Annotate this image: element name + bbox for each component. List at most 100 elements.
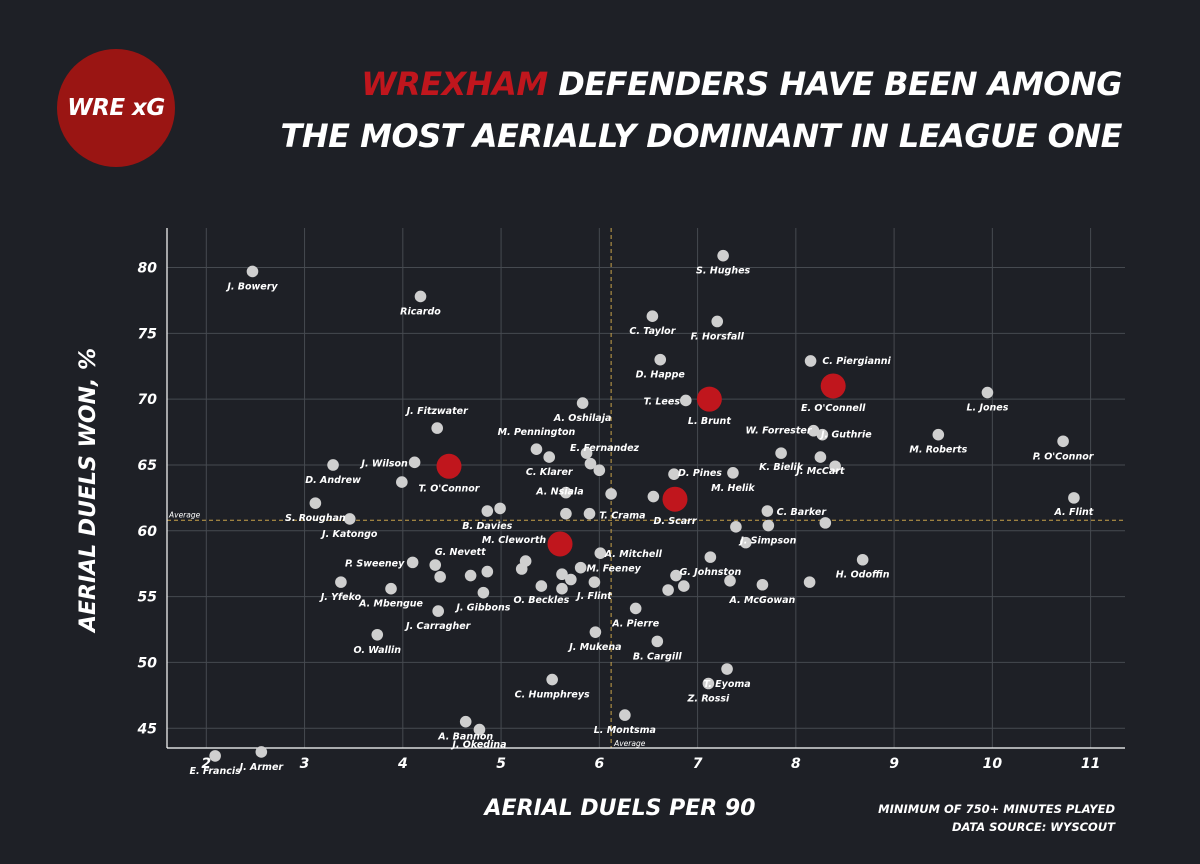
data-point	[327, 459, 339, 471]
point-label: B. Davies	[462, 521, 512, 532]
point-label: J. Mukena	[567, 642, 621, 653]
data-point	[209, 750, 221, 762]
x-tick-label: 11	[1081, 756, 1100, 772]
point-label: J. Okedina	[450, 740, 506, 751]
highlight-point	[662, 486, 688, 512]
point-label: B. Cargill	[633, 651, 683, 662]
x-tick-label: 6	[594, 756, 604, 772]
point-label: P. O'Connor	[1033, 451, 1095, 462]
highlight-point	[436, 453, 462, 479]
point-label: A. Flint	[1054, 507, 1094, 518]
data-point	[481, 565, 494, 578]
footnote-source: DATA SOURCE: WYSCOUT	[951, 820, 1115, 834]
point-label: L. Jones	[966, 403, 1008, 414]
data-point	[605, 488, 617, 500]
point-label: J. Flint	[575, 591, 612, 602]
data-point	[473, 723, 486, 736]
average-x-label: Average	[613, 739, 646, 748]
point-label: C. Piergianni	[822, 356, 891, 367]
data-point	[481, 505, 494, 517]
data-point	[727, 467, 739, 479]
data-point	[576, 397, 589, 409]
data-point	[560, 507, 572, 520]
x-tick-label: 2	[201, 756, 211, 772]
point-label: J. Yfeko	[319, 592, 362, 603]
point-label: A. McGowan	[729, 595, 796, 606]
point-label: T. Lees	[644, 396, 681, 407]
data-point	[309, 497, 322, 509]
point-label: M. Helik	[711, 483, 755, 494]
point-label: M. Feeney	[586, 564, 641, 575]
x-axis-label: AERIAL DUELS PER 90	[483, 796, 756, 821]
point-label: T. Eyoma	[703, 679, 750, 690]
point-label: T. O'Connor	[418, 483, 480, 494]
data-point	[464, 569, 477, 582]
data-point	[654, 353, 667, 366]
point-label: C. Taylor	[629, 326, 676, 337]
point-label: M. Pennington	[498, 427, 576, 438]
data-point	[583, 507, 596, 520]
data-point	[414, 290, 427, 303]
point-label: J. Armer	[238, 762, 285, 773]
point-label: F. Horsfall	[691, 331, 745, 342]
data-point	[647, 490, 660, 503]
y-axis-label: AERIAL DUELS WON, %	[76, 348, 101, 634]
data-point	[629, 602, 642, 615]
point-label: A. Bannon	[437, 732, 493, 743]
data-point	[343, 513, 356, 525]
data-point	[739, 536, 752, 549]
point-label: J. Guthrie	[819, 430, 872, 441]
data-point	[335, 576, 347, 588]
grid	[167, 228, 1125, 748]
data-point	[662, 584, 674, 596]
points	[209, 249, 1080, 762]
point-label: A. Mbengue	[358, 599, 423, 610]
point-label: J. Gibbons	[454, 603, 510, 614]
data-point	[580, 447, 593, 459]
point-label: J. Bowery	[225, 281, 278, 292]
data-point	[619, 709, 631, 721]
data-point	[543, 451, 556, 463]
title-highlight: WREXHAM	[361, 65, 548, 103]
data-point	[432, 605, 444, 617]
point-label: Ricardo	[400, 306, 441, 317]
data-point	[816, 428, 829, 441]
data-point	[829, 460, 841, 473]
data-point	[678, 580, 690, 592]
data-point	[429, 559, 442, 571]
data-point	[556, 568, 568, 581]
average-y-label: Average	[168, 510, 201, 519]
point-label: G. Nevett	[435, 547, 486, 558]
y-tick-label: 80	[138, 260, 158, 276]
point-label: G. Johnston	[679, 567, 741, 578]
data-point	[932, 428, 945, 441]
point-label: D. Andrew	[305, 475, 361, 486]
title-line-1: WREXHAM DEFENDERS HAVE BEEN AMONG	[281, 58, 1122, 110]
point-label: C. Barker	[777, 507, 828, 518]
point-label: C. Humphreys	[515, 690, 590, 701]
y-tick-label: 70	[138, 392, 158, 408]
data-point	[651, 635, 664, 648]
point-label: A. Mitchell	[604, 549, 663, 560]
data-point	[704, 551, 717, 563]
x-tick-label: 7	[693, 756, 703, 772]
point-label: A. Nsiala	[535, 487, 583, 498]
data-point	[246, 265, 259, 278]
point-label: L. Montsma	[594, 725, 656, 736]
data-point	[761, 505, 774, 517]
data-point	[856, 553, 869, 566]
data-point	[730, 521, 742, 533]
footnote-minutes: MINIMUM OF 750+ MINUTES PLAYED	[878, 802, 1115, 816]
data-point	[814, 451, 827, 463]
data-point	[702, 677, 715, 690]
data-point	[721, 663, 733, 675]
average-lines: Average Average	[167, 228, 1125, 748]
data-point	[584, 457, 597, 470]
data-point	[819, 517, 832, 529]
logo-text: WRE xG	[67, 95, 165, 121]
data-point	[431, 422, 444, 434]
point-label: Z. Rossi	[687, 693, 730, 704]
data-point	[724, 575, 736, 587]
point-label: D. Happe	[636, 370, 686, 381]
